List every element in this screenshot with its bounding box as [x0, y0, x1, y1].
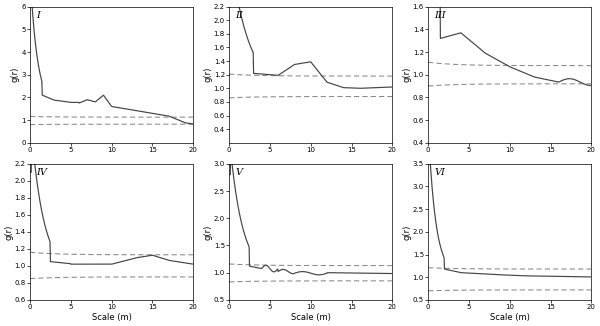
Text: V: V: [236, 168, 242, 177]
Y-axis label: g(r): g(r): [203, 224, 212, 240]
X-axis label: Scale (m): Scale (m): [92, 313, 131, 322]
Y-axis label: g(r): g(r): [11, 67, 20, 82]
X-axis label: Scale (m): Scale (m): [490, 313, 530, 322]
X-axis label: Scale (m): Scale (m): [291, 313, 331, 322]
Text: I: I: [37, 11, 40, 20]
Text: VI: VI: [434, 168, 446, 177]
Text: IV: IV: [37, 168, 47, 177]
Y-axis label: g(r): g(r): [203, 67, 212, 82]
Text: III: III: [434, 11, 446, 20]
Y-axis label: g(r): g(r): [403, 224, 412, 240]
Y-axis label: g(r): g(r): [403, 67, 412, 82]
Y-axis label: g(r): g(r): [4, 224, 13, 240]
Text: II: II: [236, 11, 244, 20]
